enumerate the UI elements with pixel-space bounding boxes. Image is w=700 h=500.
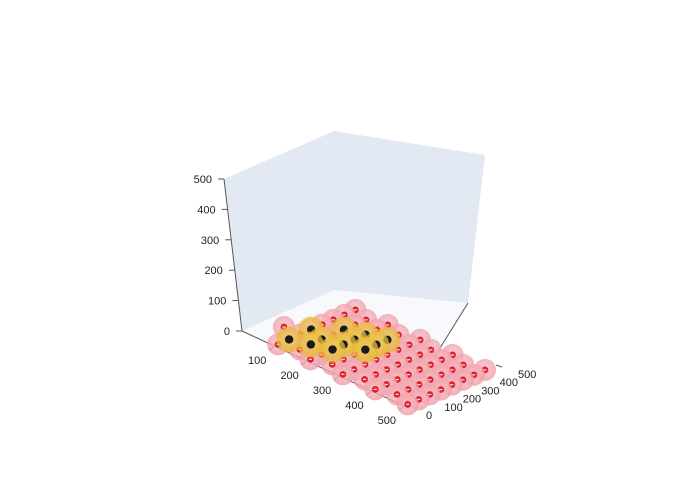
x-tick-label: 300 xyxy=(313,385,331,397)
data-point-core-mark xyxy=(308,358,313,360)
y-tick-label: 500 xyxy=(518,369,536,381)
data-point-core-mark xyxy=(363,363,367,366)
data-point-core-mark xyxy=(439,389,443,391)
data-point-core-mark xyxy=(450,354,455,356)
data-point-core-mark xyxy=(406,374,410,376)
data-point-core-mark xyxy=(428,364,433,366)
data-point-core-mark xyxy=(352,368,356,371)
data-point-core-mark xyxy=(341,373,345,375)
z-tick-label: 100 xyxy=(208,296,226,308)
data-point-core-mark xyxy=(384,383,388,386)
data-point-core-mark xyxy=(428,393,432,396)
data-point-core-mark xyxy=(461,379,465,381)
data-point-core-mark xyxy=(395,378,399,381)
data-point-core-mark xyxy=(439,374,443,376)
data-point-core-mark xyxy=(353,309,357,311)
z-tick-label: 300 xyxy=(201,235,219,247)
z-tick-label: 200 xyxy=(204,265,222,277)
data-point-core-mark xyxy=(386,324,390,326)
data-point-core-mark xyxy=(428,379,432,381)
data-point-highlight-core xyxy=(284,335,294,344)
data-point-core-mark xyxy=(396,349,400,351)
x-tick-label: 200 xyxy=(280,370,298,382)
data-point-core-mark xyxy=(417,369,422,371)
data-point-core-mark xyxy=(472,374,476,376)
y-tick-label: 0 xyxy=(426,410,432,422)
data-point-core-mark xyxy=(407,344,411,346)
right-back-pane xyxy=(334,131,485,303)
x-tick-label: 100 xyxy=(248,355,266,367)
data-point-core-mark xyxy=(385,368,389,371)
data-point-core-mark xyxy=(395,393,399,395)
data-point-core-mark xyxy=(406,388,410,391)
data-point-core-mark xyxy=(461,364,465,366)
data-point-core-mark xyxy=(363,378,367,380)
data-point-core-mark xyxy=(364,319,368,321)
data-point-core-mark xyxy=(450,369,454,371)
data-point-core-mark xyxy=(341,358,345,361)
data-point-core-mark xyxy=(418,354,422,356)
x-tick-label: 500 xyxy=(378,415,396,427)
data-point-highlight-core xyxy=(361,345,370,354)
data-point-core-mark xyxy=(282,326,286,328)
left-back-pane xyxy=(224,131,334,331)
data-point-core-mark xyxy=(342,314,346,316)
z-tick-label: 0 xyxy=(224,326,230,338)
y-tick-mark xyxy=(495,364,503,368)
y-tick-label: 200 xyxy=(463,394,481,406)
data-point-core-mark xyxy=(331,319,335,321)
data-point-core-mark xyxy=(407,359,411,361)
data-point-core-mark xyxy=(417,398,421,401)
data-point-core-mark xyxy=(396,364,400,366)
data-markers xyxy=(267,298,496,416)
data-point-core-mark xyxy=(385,354,389,356)
y-tick-label: 100 xyxy=(444,402,462,414)
x-tick-label: 400 xyxy=(345,400,363,412)
z-axis-ticks: 0 100 200 300 400 500 xyxy=(194,174,242,338)
y-tick-label: 300 xyxy=(481,385,499,397)
y-tick-label: 400 xyxy=(500,377,518,389)
data-point-core-mark xyxy=(429,349,433,351)
data-point-core-mark xyxy=(374,373,378,376)
z-tick-label: 500 xyxy=(194,174,212,186)
z-axis-line xyxy=(223,178,243,332)
data-point-core-mark xyxy=(417,383,421,386)
data-point-core-mark xyxy=(373,388,377,390)
data-point-highlight-core xyxy=(328,345,337,354)
data-point-core-mark xyxy=(330,363,334,365)
data-point-core-mark xyxy=(418,339,422,341)
data-point-highlight-core xyxy=(306,340,316,349)
z-tick-label: 400 xyxy=(197,204,215,216)
data-point-core-mark xyxy=(374,359,378,361)
data-point-core-mark xyxy=(406,403,410,405)
x-axis-ticks: 100 200 300 400 500 xyxy=(248,345,405,427)
data-point-core-mark xyxy=(450,384,454,386)
data-point-core-mark xyxy=(483,369,487,371)
data-point-core-mark xyxy=(439,359,444,361)
